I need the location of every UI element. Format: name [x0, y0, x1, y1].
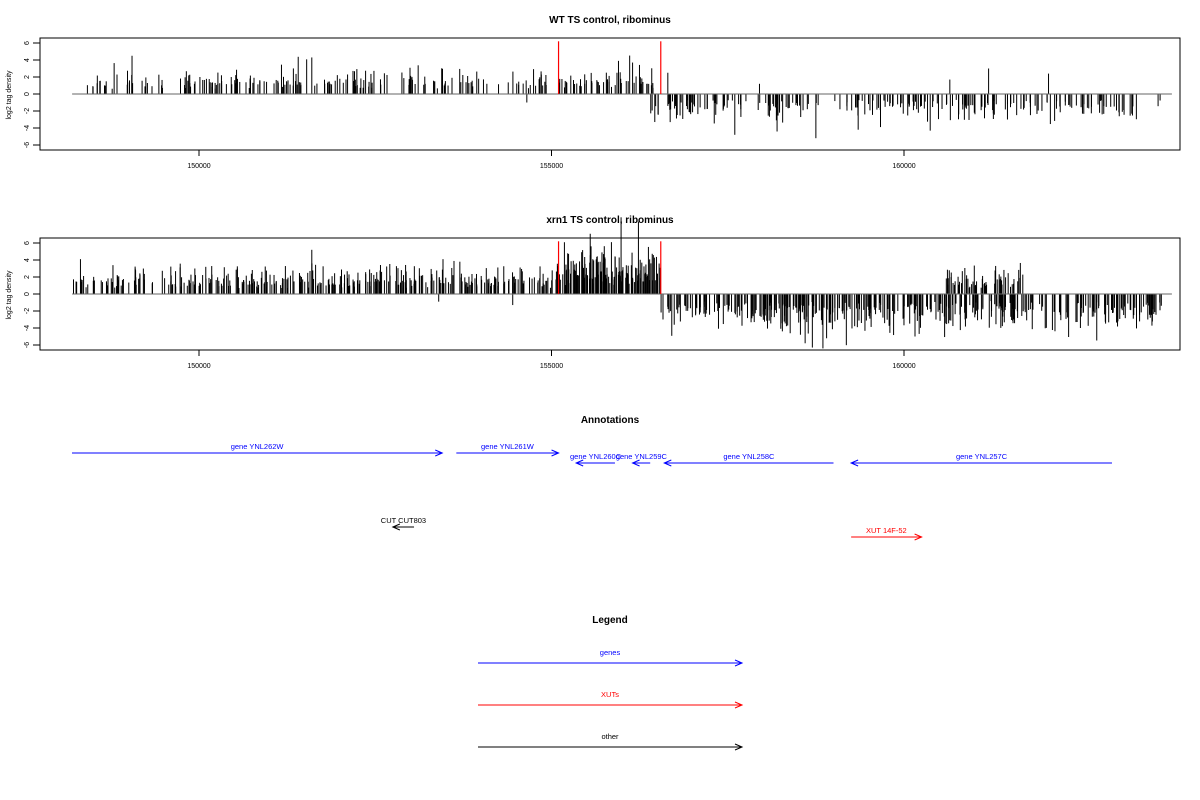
feature-arrow — [849, 459, 1112, 467]
wt-y-axis: -6 -4 -2 0 2 4 6 — [24, 41, 40, 148]
x-tick-label: 150000 — [187, 163, 210, 170]
y-tick-label: -2 — [24, 108, 31, 114]
x-tick-label: 155000 — [540, 163, 563, 170]
y-tick-label: 2 — [24, 275, 31, 279]
xrn1-plot-frame — [39, 237, 1181, 351]
xrn1-y-axis: -6 -4 -2 0 2 4 6 — [24, 241, 40, 348]
wt-y-axis-label: log2 tag density — [6, 70, 13, 120]
annotations-title: Annotations — [581, 415, 640, 426]
legend-items: genes XUTs other — [478, 648, 744, 751]
xrn1-x-axis: 150000 155000 160000 — [187, 350, 916, 370]
xrn1-density-bars — [73, 217, 1162, 349]
feature-arrow — [456, 449, 560, 457]
feature-arrow — [851, 533, 923, 541]
xrn1-y-axis-label: log2 tag density — [6, 270, 13, 320]
y-tick-label: -2 — [24, 308, 31, 314]
x-tick-label: 150000 — [187, 363, 210, 370]
y-tick-label: -4 — [24, 125, 31, 131]
wt-density-bars — [86, 55, 1161, 139]
feature-label: gene YNL261W — [481, 442, 535, 451]
y-tick-label: -4 — [24, 325, 31, 331]
x-tick-label: 160000 — [892, 363, 915, 370]
x-tick-label: 155000 — [540, 363, 563, 370]
wt-x-axis: 150000 155000 160000 — [187, 150, 916, 170]
legend-arrow — [478, 659, 744, 667]
xrn1-panel-title: xrn1 TS control, ribominus — [546, 215, 674, 226]
feature-label: gene YNL262W — [231, 442, 285, 451]
feature-arrow — [72, 449, 444, 457]
legend: Legend genes XUTs other — [478, 615, 744, 751]
legend-title: Legend — [592, 615, 628, 626]
y-tick-label: -6 — [24, 342, 31, 348]
feature-label: gene YNL257C — [956, 452, 1008, 461]
feature-label: gene YNL259C — [616, 452, 668, 461]
y-tick-label: 4 — [24, 258, 31, 262]
feature-arrow — [663, 459, 834, 467]
y-tick-label: 4 — [24, 58, 31, 62]
legend-label: other — [601, 732, 619, 741]
annotations-track: Annotations gene YNL262W gene YNL261W gene… — [72, 415, 1112, 541]
y-tick-label: 0 — [24, 292, 31, 296]
y-tick-label: 6 — [24, 241, 31, 245]
legend-arrow — [478, 701, 744, 709]
feature-arrow — [391, 523, 415, 531]
feature-arrow — [574, 459, 615, 467]
feature-label: CUT CUT803 — [381, 516, 426, 525]
xrn1-density-panel: xrn1 TS control, ribominus log2 tag dens… — [6, 215, 1181, 370]
legend-label: XUTs — [601, 690, 619, 699]
wt-panel-title: WT TS control, ribominus — [549, 15, 671, 26]
y-tick-label: 0 — [24, 92, 31, 96]
wt-density-panel: WT TS control, ribominus log2 tag densit… — [6, 15, 1181, 170]
wt-plot-frame — [39, 37, 1181, 151]
feature-label: XUT 14F-52 — [866, 526, 907, 535]
x-tick-label: 160000 — [892, 163, 915, 170]
feature-label: gene YNL260C — [570, 452, 622, 461]
legend-arrow — [478, 743, 744, 751]
y-tick-label: 6 — [24, 41, 31, 45]
y-tick-label: -6 — [24, 142, 31, 148]
legend-label: genes — [600, 648, 621, 657]
xrn1-site-markers — [557, 241, 662, 294]
feature-label: gene YNL258C — [723, 452, 775, 461]
feature-arrow — [631, 459, 651, 467]
y-tick-label: 2 — [24, 75, 31, 79]
wt-site-markers — [557, 41, 662, 94]
